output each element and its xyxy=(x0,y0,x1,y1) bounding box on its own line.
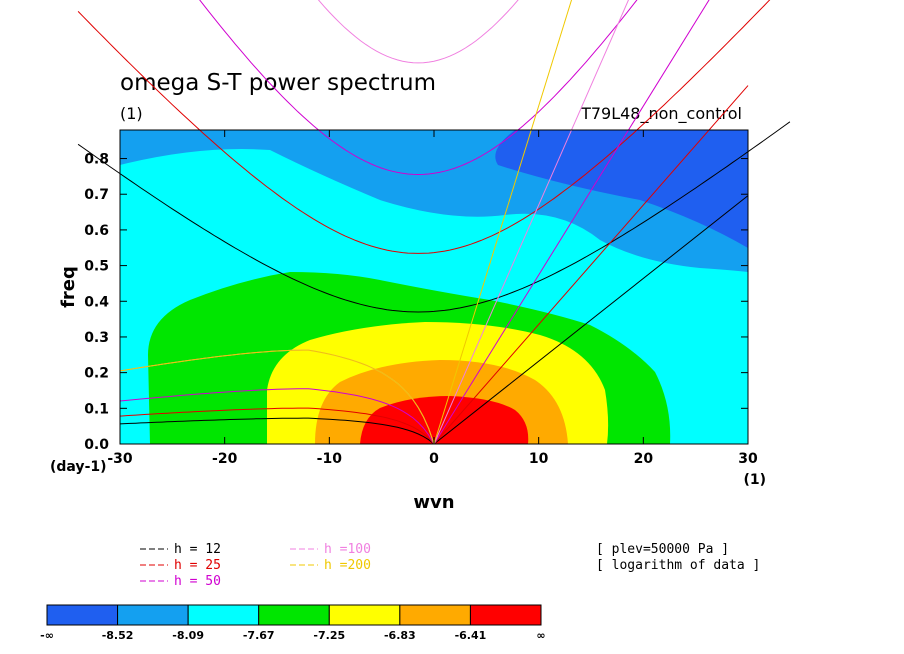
colorbar: -∞ -8.52 -8.09 -7.67 -7.25 -6.83 -6.41 ∞ xyxy=(40,604,546,642)
axes: -30 -20 -10 0 10 20 30 0.0 0.1 0.2 0.3 0.4 0.5 0.6 0.7… xyxy=(84,130,758,467)
y-axis-label: freq xyxy=(58,266,79,308)
dispersion-rossby-h25 xyxy=(119,407,435,444)
colorbar-swatch xyxy=(258,604,330,626)
x-tick-label: -30 xyxy=(107,451,133,467)
y-tick-label: 0.2 xyxy=(84,366,109,382)
dispersion-line-h200 xyxy=(433,0,573,444)
colorbar-label: -8.52 xyxy=(102,629,134,642)
legend-label-h25: h = 25 xyxy=(174,558,221,573)
dispersion-line-h25 xyxy=(433,85,749,444)
colorbar-label: -6.41 xyxy=(455,629,487,642)
y-tick-label: 0.1 xyxy=(84,401,109,417)
colorbar-label: -6.83 xyxy=(384,629,416,642)
dispersion-hyperbola-h25 xyxy=(77,0,771,254)
dispersion-line-h50 xyxy=(433,0,710,444)
colorbar-swatch xyxy=(469,604,542,626)
dispersion-rossby-h50 xyxy=(119,388,435,444)
legend-label-h50: h = 50 xyxy=(174,574,221,589)
y-tick-label: 0.0 xyxy=(84,437,109,453)
colorbar-swatch xyxy=(328,604,401,626)
x-tick-label: 20 xyxy=(634,451,654,467)
dispersion-rossby-h12 xyxy=(119,417,435,444)
legend-label-h12: h = 12 xyxy=(174,542,221,557)
dispersion-curves xyxy=(77,0,791,444)
colorbar-swatch xyxy=(117,604,189,626)
y-unit-label: (day-1) xyxy=(50,459,107,475)
annotation-plev: [ plev=50000 Pa ] xyxy=(596,542,729,557)
x-axis-label: wvn xyxy=(413,492,454,513)
dispersion-line-h100 xyxy=(433,0,630,444)
y-tick-label: 0.5 xyxy=(84,259,109,275)
y-tick-label: 0.7 xyxy=(84,187,109,203)
dispersion-hyperbola-h12 xyxy=(77,121,791,313)
y-tick-label: 0.3 xyxy=(84,330,109,346)
x-unit-label: (1) xyxy=(743,472,766,488)
colorbar-label: ∞ xyxy=(536,629,545,642)
colorbar-swatch xyxy=(46,604,119,626)
legend-label-h200: h =200 xyxy=(324,558,371,573)
colorbar-label: -7.25 xyxy=(313,629,345,642)
colorbar-swatch xyxy=(187,604,260,626)
annotation-log: [ logarithm of data ] xyxy=(596,558,760,573)
y-tick-label: 0.6 xyxy=(84,223,109,239)
y-tick-label: 0.4 xyxy=(84,294,109,310)
dispersion-line-h12 xyxy=(433,195,749,444)
dispersion-rossby-h200 xyxy=(119,349,435,444)
x-tick-label: -20 xyxy=(212,451,238,467)
y-tick-label: 0.8 xyxy=(84,152,109,168)
legend-label-h100: h =100 xyxy=(324,542,371,557)
contour-fills xyxy=(120,130,748,444)
x-tick-label: -10 xyxy=(317,451,343,467)
chart-subtitle-right: T79L48_non_control xyxy=(580,104,742,124)
x-tick-label: 30 xyxy=(738,451,758,467)
dispersion-hyperbola-h100 xyxy=(317,0,519,64)
colorbar-label: -8.09 xyxy=(172,629,204,642)
colorbar-swatch xyxy=(399,604,471,626)
chart-subtitle-left: (1) xyxy=(120,104,143,123)
x-tick-label: 0 xyxy=(429,451,439,467)
colorbar-label: -7.67 xyxy=(243,629,275,642)
x-tick-label: 10 xyxy=(529,451,549,467)
dispersion-hyperbola-h50 xyxy=(199,0,638,176)
colorbar-label: -∞ xyxy=(40,629,54,642)
